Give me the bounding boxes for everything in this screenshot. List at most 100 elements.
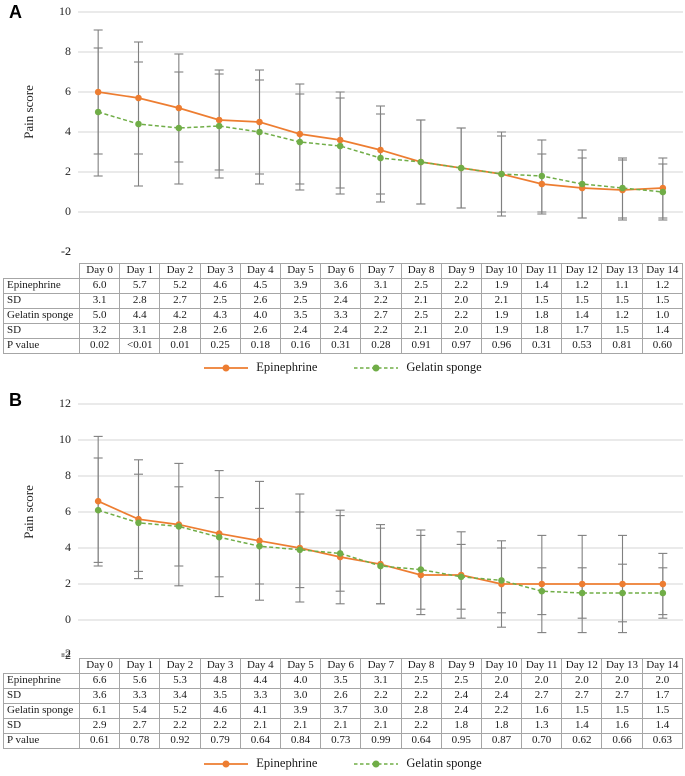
table-row-label: P value xyxy=(3,733,80,749)
table-header-cell: Day 0 xyxy=(78,263,121,279)
table-row: Gelatin sponge 6.1 5.4 5.2 4.6 4.1 3.9 3.7 3.0 2.… xyxy=(3,703,684,719)
panel-b-table: Day 0 Day 1 Day 2 Day 3 Day 4 Day 5 Day 6 Day 7… xyxy=(3,658,684,749)
table-cell: 2.4 xyxy=(320,323,362,339)
table-cell: 0.92 xyxy=(159,733,201,749)
table-header-row: Day 0 Day 1 Day 2 Day 3 Day 4 Day 5 Day 6 Day 7… xyxy=(3,263,684,279)
table-cell: 3.3 xyxy=(320,308,362,324)
table-cell: 0.73 xyxy=(320,733,362,749)
table-cell: 2.0 xyxy=(641,673,684,689)
table-cell: 1.5 xyxy=(521,293,563,309)
legend-label: Epinephrine xyxy=(256,756,318,770)
table-cell: 4.6 xyxy=(199,278,241,294)
table-cell: 4.3 xyxy=(199,308,241,324)
table-cell: 1.8 xyxy=(480,718,523,734)
table-header-cell: Day 1 xyxy=(119,263,161,279)
table-cell: 0.81 xyxy=(601,338,643,354)
legend-line-epinephrine-icon xyxy=(204,364,249,371)
error-bars xyxy=(93,435,668,634)
table-cell: 3.1 xyxy=(78,293,121,309)
table-cell: 2.7 xyxy=(159,293,201,309)
table-cell: 2.4 xyxy=(480,688,523,704)
table-cell: 4.0 xyxy=(279,673,322,689)
table-cell: 2.2 xyxy=(480,703,523,719)
table-corner-cell xyxy=(3,263,80,279)
table-cell: 3.9 xyxy=(279,278,322,294)
series-line-gelatin-sponge xyxy=(97,111,663,193)
table-cell: 3.1 xyxy=(119,323,161,339)
y-tick-label: 4 xyxy=(65,124,71,138)
y-axis-tick-labels: 10 8 6 4 2 0 -2 xyxy=(59,4,71,258)
table-cell: 1.4 xyxy=(521,278,563,294)
y-tick-label: 0 xyxy=(65,612,71,626)
panel-a-legend: Epinephrine Gelatin sponge xyxy=(0,360,685,375)
table-cell: 2.0 xyxy=(561,673,603,689)
table-header-cell: Day 8 xyxy=(400,263,442,279)
table-cell: 2.0 xyxy=(440,293,482,309)
table-cell: 2.2 xyxy=(360,323,402,339)
table-cell: 1.2 xyxy=(561,278,603,294)
table-cell: 4.5 xyxy=(239,278,281,294)
table-row: SD 3.2 3.1 2.8 2.6 2.6 2.4 2.4 2.2 2.1 2.0 1.9 1.8 1.… xyxy=(3,323,684,339)
table-cell: 1.4 xyxy=(641,718,684,734)
table-cell: 2.8 xyxy=(119,293,161,309)
table-cell: 1.5 xyxy=(641,703,684,719)
table-cell: 1.4 xyxy=(561,718,603,734)
y-axis-title: Pain score xyxy=(21,485,36,539)
table-cell: 2.5 xyxy=(400,673,442,689)
table-cell: 2.1 xyxy=(239,718,281,734)
table-header-cell: Day 12 xyxy=(561,658,603,674)
table-cell: 1.2 xyxy=(641,278,684,294)
table-row: Gelatin sponge 5.0 4.4 4.2 4.3 4.0 3.5 3.3 2.7 2.… xyxy=(3,308,684,324)
table-header-cell: Day 0 xyxy=(78,658,121,674)
table-cell: 2.6 xyxy=(239,293,281,309)
panel-b-legend: Epinephrine Gelatin sponge xyxy=(0,756,685,771)
table-cell: 1.4 xyxy=(561,308,603,324)
table-cell: 0.01 xyxy=(159,338,201,354)
table-row-label: SD xyxy=(3,293,80,309)
table-cell: 4.1 xyxy=(239,703,281,719)
table-cell: 2.5 xyxy=(400,308,442,324)
series-line-epinephrine xyxy=(98,91,663,191)
series-markers-epinephrine xyxy=(94,88,667,194)
table-cell: 4.6 xyxy=(199,703,241,719)
table-cell: 1.6 xyxy=(601,718,643,734)
table-cell: 4.4 xyxy=(239,673,281,689)
table-row-label: Gelatin sponge xyxy=(3,308,80,324)
table-cell: 5.7 xyxy=(119,278,161,294)
table-header-cell: Day 14 xyxy=(641,263,684,279)
table-cell: 0.62 xyxy=(561,733,603,749)
table-cell: 2.2 xyxy=(360,688,402,704)
table-cell: 1.7 xyxy=(561,323,603,339)
table-header-cell: Day 3 xyxy=(199,263,241,279)
series-markers-gelatin-sponge xyxy=(94,506,667,597)
table-cell: 2.6 xyxy=(320,688,362,704)
legend-item-epinephrine: Epinephrine xyxy=(203,360,317,375)
table-cell: 2.7 xyxy=(561,688,603,704)
table-cell: 1.5 xyxy=(641,293,684,309)
table-cell: 3.4 xyxy=(159,688,201,704)
table-header-cell: Day 12 xyxy=(561,263,603,279)
table-cell: 1.4 xyxy=(641,323,684,339)
table-cell: 1.9 xyxy=(480,278,523,294)
table-cell: 4.0 xyxy=(239,308,281,324)
table-cell: 2.5 xyxy=(279,293,322,309)
table-cell: 4.8 xyxy=(199,673,241,689)
table-cell: 2.7 xyxy=(601,688,643,704)
table-header-cell: Day 5 xyxy=(279,658,322,674)
series-line-gelatin-sponge xyxy=(97,509,663,594)
table-cell: 5.2 xyxy=(159,703,201,719)
table-cell: 0.78 xyxy=(119,733,161,749)
table-cell: 2.5 xyxy=(199,293,241,309)
table-cell: 5.3 xyxy=(159,673,201,689)
table-row-label: Epinephrine xyxy=(3,278,80,294)
table-cell: 0.70 xyxy=(521,733,563,749)
y-tick-label: 10 xyxy=(59,432,71,446)
table-cell: 0.28 xyxy=(360,338,402,354)
table-cell: 0.18 xyxy=(239,338,281,354)
table-cell: 2.2 xyxy=(199,718,241,734)
table-cell: 0.02 xyxy=(78,338,121,354)
table-corner-cell xyxy=(3,658,80,674)
gridlines xyxy=(78,403,683,621)
table-row-label: Epinephrine xyxy=(3,673,80,689)
table-cell: 1.5 xyxy=(601,293,643,309)
